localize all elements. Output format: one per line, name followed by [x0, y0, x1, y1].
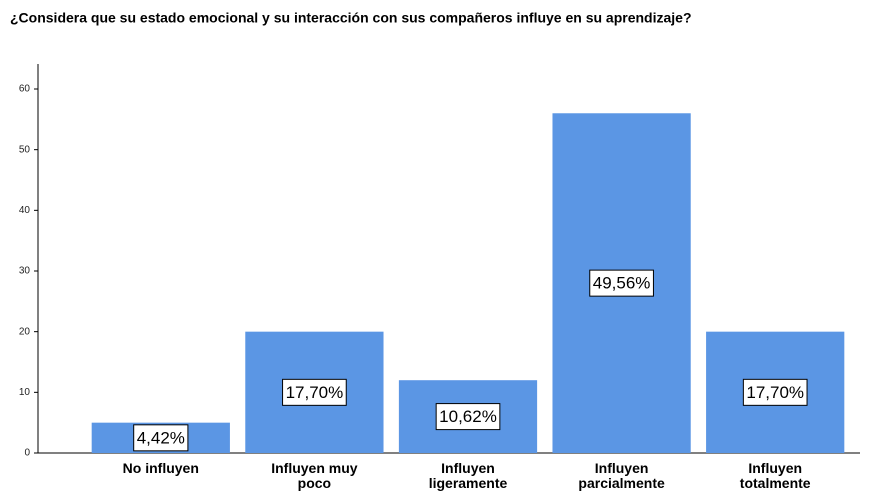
- y-tick-label: 20: [19, 326, 31, 337]
- x-tick-label: Influyen muy poco: [271, 460, 358, 491]
- data-label-box: [435, 403, 501, 431]
- data-label-box: [282, 378, 347, 406]
- data-label: 49,56%: [593, 274, 651, 293]
- data-label: 17,70%: [746, 383, 804, 402]
- y-tick-label: 10: [19, 387, 31, 398]
- y-tick-label: 60: [19, 84, 31, 95]
- x-tick-label: No influyen: [123, 460, 199, 476]
- y-tick-label: 0: [24, 448, 30, 459]
- y-tick-label: 50: [19, 144, 31, 155]
- x-tick-label: Influyen parcialmente: [578, 460, 665, 491]
- data-label-box: [133, 424, 189, 452]
- data-label: 4,42%: [137, 428, 185, 447]
- x-tick-label: Influyen totalmente: [740, 460, 811, 491]
- y-tick-label: 30: [19, 266, 31, 277]
- data-label: 17,70%: [286, 383, 344, 402]
- data-label: 10,62%: [439, 407, 497, 426]
- data-label-box: [589, 269, 654, 297]
- x-tick-label: Influyen ligeramente: [429, 460, 508, 491]
- data-label-box: [742, 378, 808, 406]
- y-tick-label: 40: [19, 205, 31, 216]
- chart-title: ¿Considera que su estado emocional y su …: [10, 10, 692, 26]
